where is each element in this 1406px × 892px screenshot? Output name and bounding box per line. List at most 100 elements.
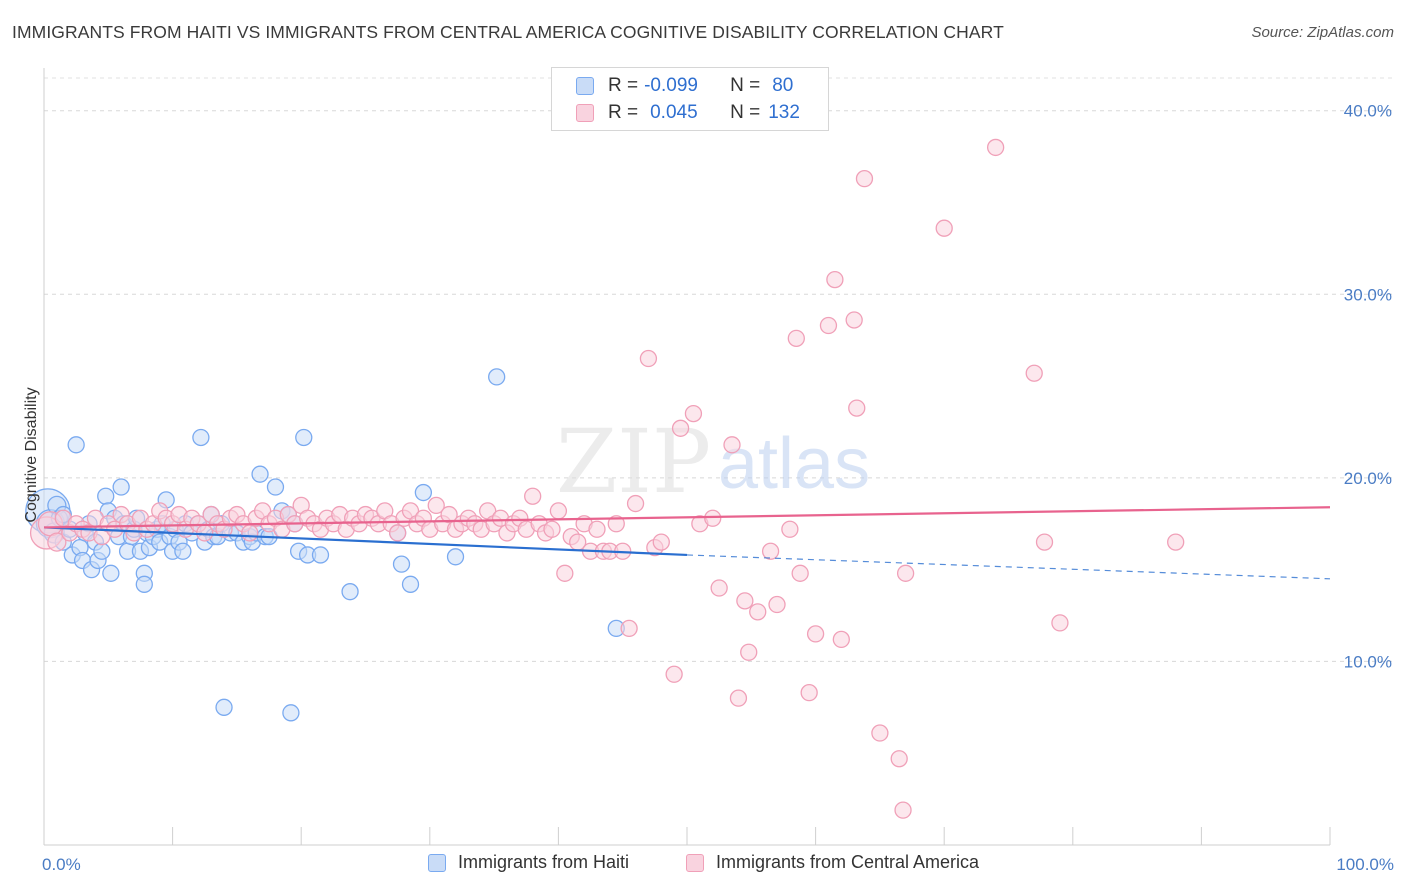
data-point bbox=[749, 603, 767, 621]
data-point bbox=[639, 349, 658, 368]
data-point bbox=[626, 494, 645, 513]
legend-n-label: N = bbox=[730, 102, 761, 123]
data-point bbox=[401, 575, 420, 593]
data-point bbox=[543, 520, 561, 538]
data-point bbox=[620, 619, 638, 638]
data-point bbox=[215, 698, 233, 716]
data-point bbox=[311, 546, 330, 564]
data-point bbox=[894, 801, 912, 819]
y-tick-label-3: 40.0% bbox=[1344, 102, 1392, 121]
data-point bbox=[652, 533, 670, 551]
data-point bbox=[1167, 533, 1185, 551]
data-point bbox=[427, 496, 445, 515]
watermark-atlas: atlas bbox=[718, 424, 870, 504]
x-tick-label-0: 0.0% bbox=[42, 855, 81, 874]
data-point bbox=[848, 399, 866, 417]
data-point bbox=[414, 483, 433, 502]
chart-title: IMMIGRANTS FROM HAITI VS IMMIGRANTS FROM… bbox=[12, 22, 1004, 42]
data-point bbox=[704, 509, 722, 527]
data-point bbox=[251, 465, 269, 483]
data-point bbox=[135, 575, 153, 593]
data-point bbox=[986, 138, 1005, 157]
data-point bbox=[295, 428, 313, 447]
legend-row-haiti: R = -0.099 N = 80 bbox=[576, 74, 793, 98]
data-point bbox=[761, 542, 780, 560]
data-point bbox=[97, 487, 115, 505]
legend-r-value-central-america: 0.045 bbox=[650, 102, 698, 123]
data-point bbox=[781, 520, 799, 538]
data-point bbox=[282, 704, 300, 722]
data-point bbox=[729, 689, 748, 707]
tick-labels: 10.0% 20.0% 30.0% 40.0% 0.0% 100.0% bbox=[42, 102, 1394, 874]
series-legend-haiti: Immigrants from Haiti bbox=[428, 852, 629, 873]
y-tick-label-1: 20.0% bbox=[1344, 469, 1392, 488]
data-point bbox=[1051, 614, 1069, 632]
series-legend-central-america: Immigrants from Central America bbox=[686, 852, 979, 873]
series-points-0 bbox=[25, 368, 625, 722]
data-point bbox=[1035, 533, 1054, 551]
data-point bbox=[67, 436, 85, 454]
data-point bbox=[549, 502, 568, 520]
data-point bbox=[871, 724, 889, 742]
data-point bbox=[388, 524, 407, 542]
data-point bbox=[102, 564, 120, 582]
data-point bbox=[736, 592, 754, 610]
legend-row-central-america: R = 0.045 N = 132 bbox=[576, 101, 800, 125]
data-point bbox=[1025, 364, 1043, 382]
data-point bbox=[174, 542, 192, 560]
legend-box: R = -0.099 N = 80 R = 0.045 N = 132 bbox=[551, 67, 829, 131]
data-point bbox=[341, 583, 359, 601]
series-points-1 bbox=[29, 138, 1185, 819]
data-point bbox=[266, 478, 285, 496]
watermark: ZIP atlas bbox=[556, 410, 870, 513]
data-point bbox=[768, 595, 786, 614]
trend-lines bbox=[43, 506, 1331, 580]
legend-r-label: R = bbox=[608, 75, 639, 96]
data-point bbox=[710, 579, 728, 597]
series-label-haiti: Immigrants from Haiti bbox=[458, 852, 630, 872]
trend-line-extension-0 bbox=[686, 554, 1331, 580]
data-point bbox=[47, 532, 67, 552]
data-point bbox=[524, 487, 542, 505]
data-point bbox=[446, 548, 465, 566]
data-points bbox=[25, 138, 1185, 819]
legend-swatch-central-america bbox=[576, 104, 594, 122]
data-point bbox=[826, 270, 844, 289]
data-point bbox=[800, 683, 818, 702]
data-point bbox=[112, 478, 130, 496]
data-point bbox=[740, 643, 758, 661]
y-tick-label-2: 30.0% bbox=[1344, 285, 1392, 304]
legend-n-label: N = bbox=[730, 75, 761, 96]
series-swatch-central-america bbox=[686, 853, 704, 872]
x-tick-label-1: 100.0% bbox=[1336, 855, 1394, 874]
legend-r-label: R = bbox=[608, 102, 639, 123]
grid-lines bbox=[44, 77, 1392, 662]
data-point bbox=[192, 428, 210, 447]
data-point bbox=[791, 564, 809, 582]
data-point bbox=[832, 630, 850, 649]
source-label: Source: ZipAtlas.com bbox=[1251, 24, 1394, 41]
data-point bbox=[671, 419, 690, 437]
data-point bbox=[787, 329, 805, 347]
data-point bbox=[665, 665, 683, 683]
trend-line-0 bbox=[43, 526, 688, 557]
data-point bbox=[723, 436, 741, 454]
data-point bbox=[488, 368, 506, 386]
series-legend: Immigrants from Haiti Immigrants from Ce… bbox=[0, 852, 1406, 878]
data-point bbox=[392, 555, 411, 573]
legend-r-value-haiti: -0.099 bbox=[644, 75, 698, 96]
data-point bbox=[588, 520, 606, 538]
data-point bbox=[819, 316, 838, 335]
data-point bbox=[935, 219, 953, 237]
legend-n-value-central-america: 132 bbox=[768, 102, 800, 123]
legend-swatch-haiti bbox=[576, 77, 594, 95]
axes bbox=[43, 68, 1331, 846]
data-point bbox=[845, 311, 863, 329]
data-point bbox=[556, 564, 574, 582]
data-point bbox=[896, 564, 915, 582]
data-point bbox=[806, 625, 825, 643]
series-label-central-america: Immigrants from Central America bbox=[716, 852, 980, 872]
data-point bbox=[855, 169, 874, 188]
y-tick-label-0: 10.0% bbox=[1344, 652, 1392, 671]
